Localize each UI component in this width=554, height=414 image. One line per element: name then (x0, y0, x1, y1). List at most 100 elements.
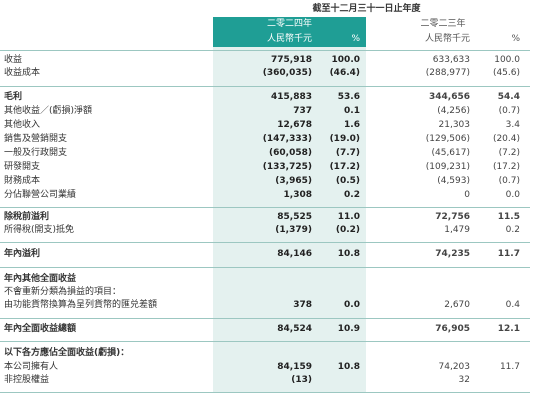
cell: 0.1 (344, 106, 360, 116)
cell: (0.2) (335, 225, 360, 235)
row-label: 銷售及營銷開支 (4, 134, 68, 144)
cell: (17.2) (329, 162, 360, 172)
cell: (1,379) (275, 225, 312, 235)
row-label: 收益成本 (4, 68, 41, 78)
cell: (109,231) (425, 162, 470, 172)
cell: 76,905 (435, 324, 470, 334)
cell: (4,256) (437, 106, 470, 116)
cell: 415,883 (271, 92, 312, 102)
row-label: 由功能貨幣換算為呈列貨幣的匯兑差額 (4, 300, 158, 310)
column-heading: 人民幣千元 (424, 34, 470, 44)
row-label: 所得稅(開支)抵免 (4, 225, 75, 235)
cell: (20.4) (492, 134, 520, 144)
cell: 54.4 (497, 92, 520, 102)
row-label: 非控股權益 (4, 375, 50, 385)
rule (0, 50, 530, 51)
row-label: 財務成本 (4, 176, 41, 186)
cell: (4,593) (437, 176, 470, 186)
cell: 11.7 (497, 249, 520, 259)
cell: (7.7) (335, 148, 360, 158)
cell: (0.7) (498, 176, 520, 186)
cell: 3.4 (505, 120, 520, 130)
cell: (7.2) (498, 148, 520, 158)
cell: 85,525 (277, 212, 312, 222)
cell: 1,308 (283, 190, 312, 200)
cell: (147,333) (262, 134, 312, 144)
rule (0, 207, 530, 208)
column-heading: 人民幣千元 (266, 34, 312, 44)
period-title: 截至十二月三十一日止年度 (312, 4, 421, 14)
cell: 633,633 (432, 55, 470, 65)
cell: (60,058) (269, 148, 312, 158)
row-label: 其他收入 (4, 120, 41, 130)
cell: 12,678 (277, 120, 312, 130)
cell: 12.1 (497, 324, 520, 334)
cell: 100.0 (494, 55, 520, 65)
cell: 84,159 (277, 362, 312, 372)
row-label: 其他收益／(虧損)淨額 (4, 106, 93, 116)
cell: 775,918 (271, 55, 312, 65)
column-heading: % (351, 34, 360, 44)
cell: 84,146 (277, 249, 312, 259)
cell: (133,725) (262, 162, 312, 172)
cell: (46.4) (329, 68, 360, 78)
cell: 0.0 (505, 190, 520, 200)
cell: (45,617) (431, 148, 470, 158)
cell: 2,670 (444, 300, 470, 310)
rule (0, 318, 530, 319)
cell: 1.6 (344, 120, 360, 130)
cell: 0.2 (344, 190, 360, 200)
row-label: 除稅前溢利 (4, 212, 50, 222)
cell: (3,965) (275, 176, 312, 186)
row-label: 年內全面收益總額 (4, 324, 77, 334)
cell: 72,756 (435, 212, 470, 222)
cell: 737 (293, 106, 312, 116)
cell: 378 (293, 300, 312, 310)
col-2024-band (213, 17, 366, 47)
cell: 10.8 (337, 249, 360, 259)
row-label: 一般及行政開支 (4, 148, 68, 158)
cell: 74,235 (435, 249, 470, 259)
year-heading: 二零二四年 (266, 19, 312, 29)
row-label: 分佔聯營公司業績 (4, 190, 77, 200)
row-label: 研發開支 (4, 162, 41, 172)
cell: 10.9 (337, 324, 360, 334)
row-label: 年內溢利 (4, 249, 41, 259)
cell: 84,524 (277, 324, 312, 334)
cell: 0.4 (505, 300, 520, 310)
cell: 32 (458, 375, 470, 385)
rule (0, 86, 530, 87)
row-label: 以下各方應佔全面收益(虧損)： (4, 348, 130, 358)
cell: 74,203 (438, 362, 471, 372)
cell: (45.6) (492, 68, 520, 78)
cell: 11.5 (497, 212, 520, 222)
cell: 0.0 (344, 300, 360, 310)
row-label: 收益 (4, 55, 23, 65)
rule (0, 267, 530, 268)
cell: 11.7 (499, 362, 520, 372)
rule (0, 341, 530, 342)
column-heading: % (511, 34, 520, 44)
cell: 100.0 (331, 55, 360, 65)
rule (0, 242, 530, 243)
cell: 11.0 (337, 212, 360, 222)
cell: (13) (291, 375, 312, 385)
col-2024-shade (213, 46, 366, 392)
cell: (360,035) (262, 68, 312, 78)
cell: (19.0) (329, 134, 360, 144)
cell: 21,303 (438, 120, 471, 130)
row-label: 不會重新分類為損益的項目： (4, 287, 122, 297)
cell: (288,977) (425, 68, 470, 78)
cell: (0.7) (498, 106, 520, 116)
rule (0, 392, 530, 393)
cell: 1,479 (444, 225, 470, 235)
cell: 0 (464, 190, 470, 200)
cell: 53.6 (337, 92, 360, 102)
row-label: 本公司擁有人 (4, 362, 59, 372)
cell: (17.2) (492, 162, 520, 172)
row-label: 年內其他全面收益 (4, 274, 77, 284)
year-heading: 二零二三年 (420, 19, 466, 29)
cell: (129,506) (425, 134, 470, 144)
row-label: 毛利 (4, 92, 23, 102)
